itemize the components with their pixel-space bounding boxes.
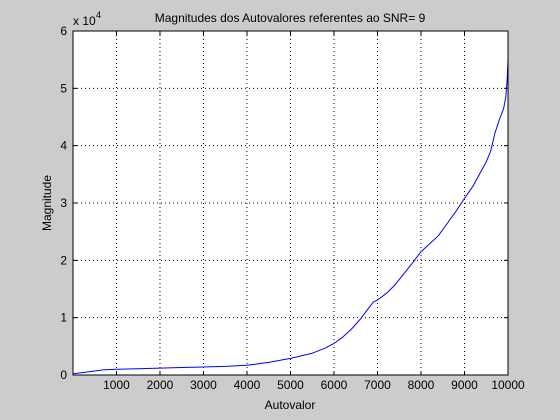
series-line [72, 59, 509, 375]
x-tick-label: 1000 [103, 378, 130, 392]
chart-title: Magnitudes dos Autovalores referentes ao… [155, 11, 426, 25]
x-tick-label: 4000 [234, 378, 261, 392]
y-tick-label: 1 [60, 311, 67, 325]
x-tick-label: 5000 [277, 378, 304, 392]
x-tick-label: 7000 [364, 378, 391, 392]
data-series [72, 59, 509, 375]
tick-marks [73, 30, 509, 376]
x-tick-label: 10000 [491, 378, 525, 392]
y-axis-label: Magnitude [40, 175, 54, 231]
y-multiplier-base: x 10 [73, 14, 96, 28]
x-tick-label: 2000 [147, 378, 174, 392]
x-tick-label: 3000 [190, 378, 217, 392]
x-tick-label: 6000 [321, 378, 348, 392]
y-tick-label: 4 [60, 139, 67, 153]
y-tick-label: 2 [60, 253, 67, 267]
y-tick-label: 3 [60, 196, 67, 210]
y-multiplier-exponent: 4 [96, 10, 101, 20]
x-tick-label: 9000 [451, 378, 478, 392]
grid-lines [73, 31, 508, 375]
x-axis-label: Autovalor [265, 398, 316, 412]
y-tick-label: 0 [60, 368, 67, 382]
x-tick-label: 8000 [408, 378, 435, 392]
y-tick-label: 6 [60, 24, 67, 38]
y-tick-label: 5 [60, 81, 67, 95]
